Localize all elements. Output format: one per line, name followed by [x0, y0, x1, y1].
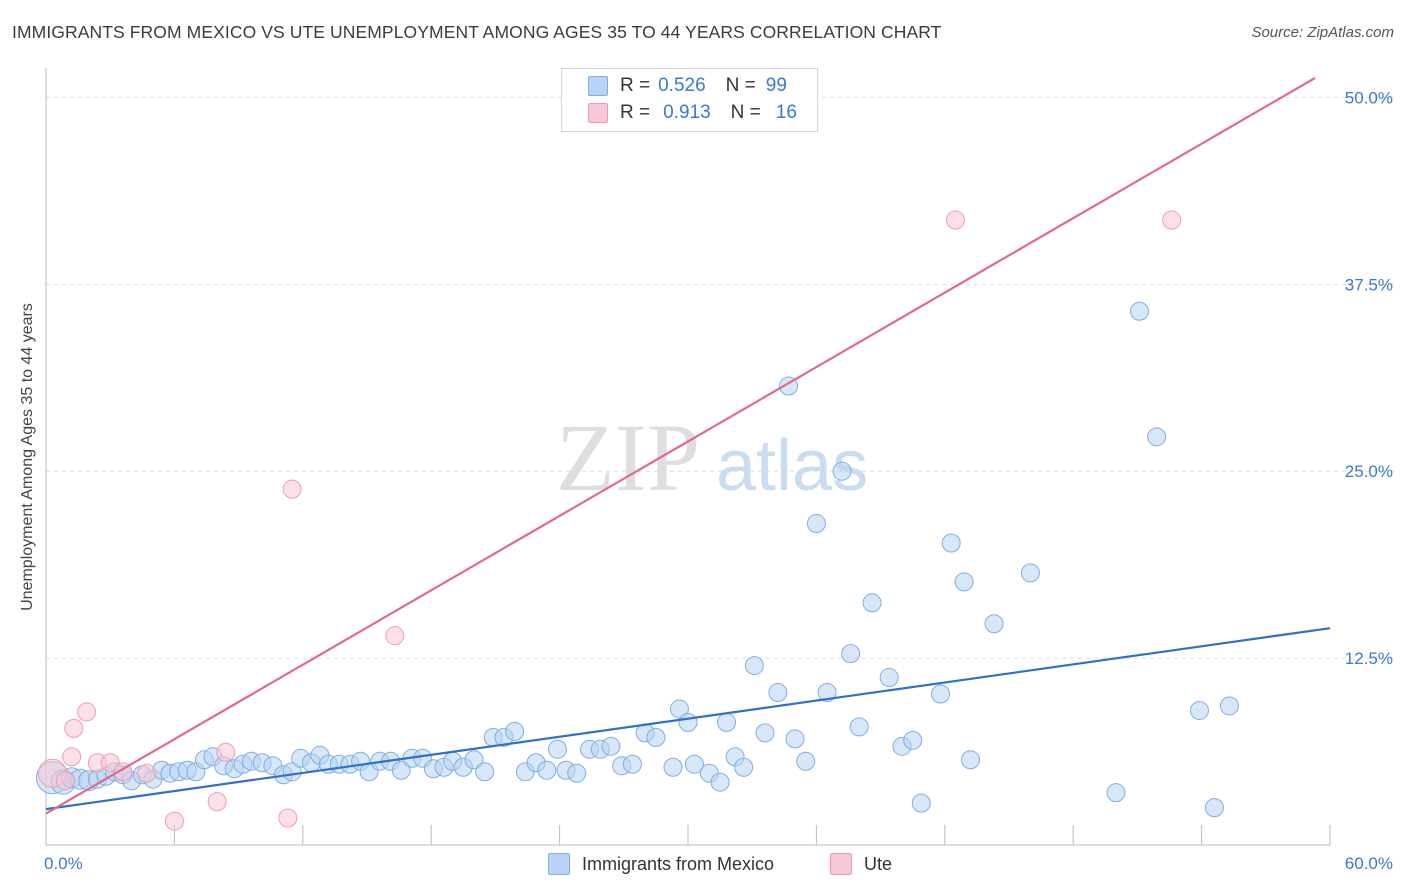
bottom-legend-label-ute: Ute	[864, 853, 893, 874]
point-mexico	[547, 739, 567, 759]
point-mexico	[663, 757, 683, 777]
point-ute	[1162, 210, 1182, 230]
point-mexico	[817, 682, 837, 702]
point-ute	[278, 808, 298, 828]
series-mexico-points	[35, 301, 1239, 818]
point-ute	[207, 792, 227, 812]
point-ute	[62, 747, 82, 767]
legend-n-label: N =	[730, 102, 761, 123]
point-mexico	[622, 754, 642, 774]
point-mexico	[744, 656, 764, 676]
legend-n-value-ute: 16	[775, 102, 797, 123]
chart-title: IMMIGRANTS FROM MEXICO VS UTE UNEMPLOYME…	[12, 22, 942, 42]
point-mexico	[1020, 563, 1040, 583]
point-mexico	[849, 717, 869, 737]
legend-r-value-mexico: 0.526	[658, 75, 706, 96]
point-ute	[946, 210, 965, 230]
gridlines	[46, 96, 1394, 659]
tick-labels: 12.5% 25.0% 37.5% 50.0% 0.0% 60.0%	[44, 88, 1393, 873]
bottom-legend-label-mexico: Immigrants from Mexico	[582, 853, 775, 874]
point-mexico	[1204, 798, 1224, 818]
watermark-zip: ZIP	[556, 404, 700, 511]
stats-legend: R = 0.526 N = 99 R = 0.913 N = 16	[561, 68, 818, 132]
point-mexico	[567, 763, 587, 783]
point-mexico	[475, 762, 495, 782]
point-mexico	[1147, 427, 1167, 447]
point-mexico	[1189, 700, 1209, 720]
point-ute	[64, 718, 84, 738]
point-mexico	[862, 593, 882, 613]
point-mexico	[911, 793, 931, 813]
point-mexico	[832, 461, 852, 481]
trend-lines	[45, 77, 1331, 815]
point-mexico	[734, 757, 754, 777]
legend-swatch-blue	[588, 76, 608, 96]
point-ute	[385, 626, 405, 646]
point-mexico	[755, 723, 775, 743]
point-mexico	[960, 750, 980, 770]
point-mexico	[984, 614, 1004, 634]
x-tick-label: 60.0%	[1345, 854, 1393, 873]
legend-n-value-mexico: 99	[765, 75, 787, 96]
point-mexico	[391, 760, 411, 780]
point-mexico	[941, 533, 961, 553]
point-mexico	[785, 729, 805, 749]
legend-row-mexico: R = 0.526 N = 99	[588, 73, 787, 99]
y-tick-label: 37.5%	[1345, 275, 1393, 294]
point-ute	[77, 702, 97, 722]
legend-r-label: R =	[620, 75, 651, 96]
legend-row-ute: R = 0.913 N = 16	[588, 100, 797, 126]
point-mexico	[710, 772, 730, 792]
bottom-legend-swatch-blue	[548, 853, 570, 875]
point-mexico	[678, 712, 698, 732]
y-tick-label: 50.0%	[1345, 88, 1393, 107]
legend-n-label: N =	[725, 75, 756, 96]
legend-r-label: R =	[620, 102, 651, 123]
axes	[45, 68, 1331, 846]
point-mexico	[717, 712, 737, 732]
point-mexico	[601, 736, 621, 756]
y-tick-label: 12.5%	[1345, 649, 1393, 668]
point-mexico	[646, 727, 666, 747]
point-mexico	[931, 684, 951, 704]
point-mexico	[903, 730, 923, 750]
point-mexico	[684, 754, 704, 774]
point-ute	[216, 742, 236, 762]
bottom-legend-ute: Ute	[830, 851, 892, 877]
point-ute	[164, 811, 184, 831]
point-mexico	[954, 572, 974, 592]
point-mexico	[1106, 783, 1126, 803]
point-mexico	[505, 721, 525, 741]
point-mexico	[1130, 301, 1150, 321]
trend-line-mexico	[45, 627, 1331, 811]
point-mexico	[464, 750, 484, 770]
legend-swatch-pink	[588, 103, 608, 123]
point-mexico	[669, 699, 689, 719]
point-mexico	[537, 760, 557, 780]
y-tick-label: 25.0%	[1345, 462, 1393, 481]
point-mexico	[806, 514, 826, 534]
watermark: ZIP atlas	[556, 404, 868, 511]
point-ute	[137, 763, 157, 783]
legend-r-value-ute: 0.913	[663, 102, 711, 123]
bottom-legend-swatch-pink	[830, 853, 852, 875]
point-mexico	[841, 644, 861, 664]
trend-line-ute	[45, 77, 1316, 815]
bottom-legend-mexico: Immigrants from Mexico	[548, 851, 774, 877]
x-tick-label: 0.0%	[44, 854, 83, 873]
point-mexico	[768, 682, 788, 702]
point-mexico	[796, 751, 816, 771]
point-mexico	[282, 762, 302, 782]
point-mexico	[879, 668, 899, 688]
point-ute	[55, 771, 75, 791]
point-ute	[282, 479, 302, 499]
series-ute-points	[37, 210, 1182, 831]
point-mexico	[1219, 696, 1239, 716]
source-label: Source: ZipAtlas.com	[1251, 24, 1394, 41]
